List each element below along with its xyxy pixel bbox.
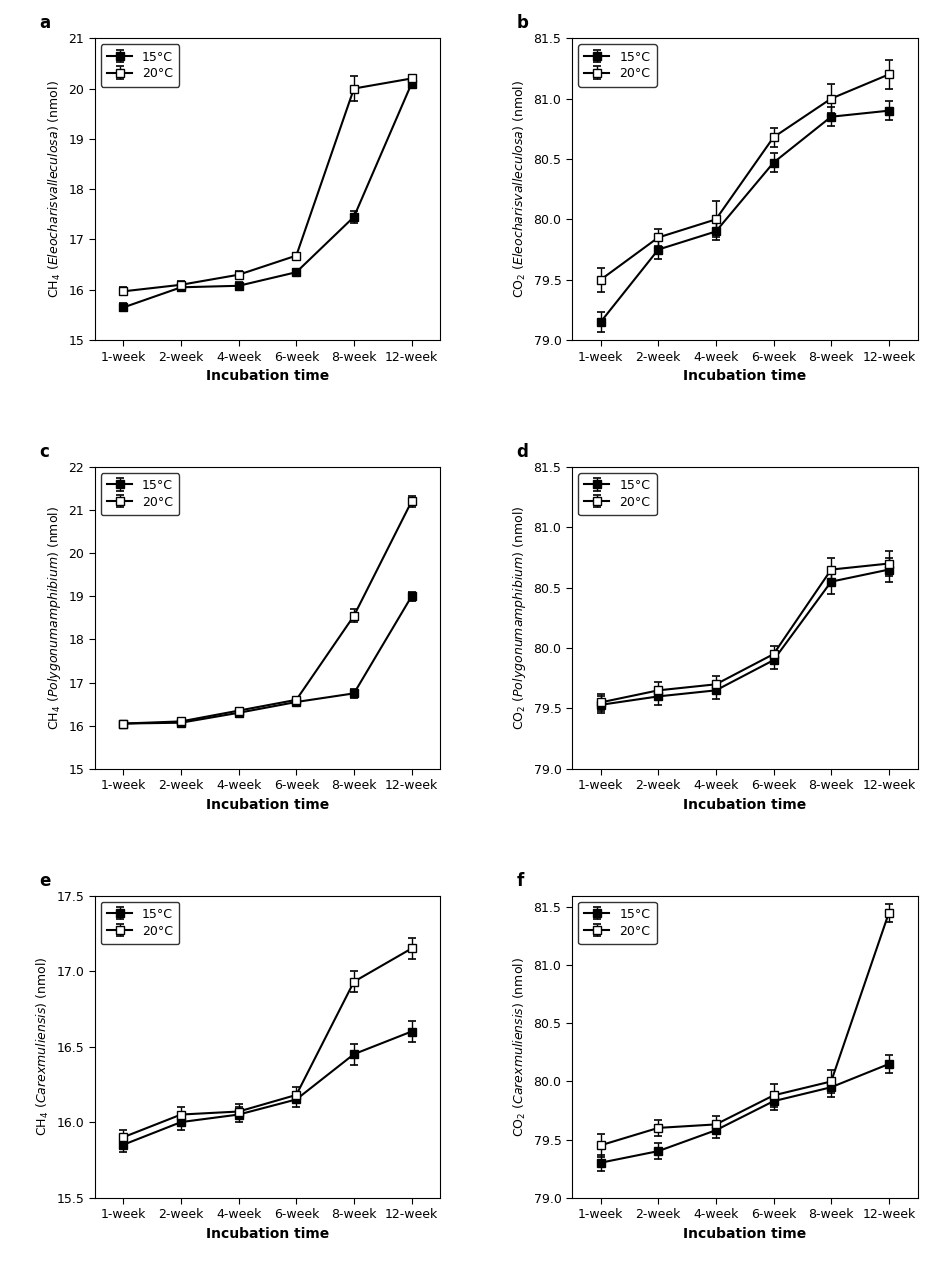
X-axis label: Incubation time: Incubation time [683,369,806,383]
Y-axis label: CO$_2$ ($\it{Polygonum amphibium}$) (nmol): CO$_2$ ($\it{Polygonum amphibium}$) (nmo… [511,506,528,730]
Y-axis label: CH$_4$ ($\it{Polygonum amphibium}$) (nmol): CH$_4$ ($\it{Polygonum amphibium}$) (nmo… [45,506,62,730]
X-axis label: Incubation time: Incubation time [206,1227,329,1241]
X-axis label: Incubation time: Incubation time [683,1227,806,1241]
Text: b: b [517,14,529,32]
X-axis label: Incubation time: Incubation time [683,798,806,812]
Y-axis label: CO$_2$ ($\it{Carex muliensis}$) (nmol): CO$_2$ ($\it{Carex muliensis}$) (nmol) [512,957,528,1136]
Text: c: c [40,443,49,461]
Text: a: a [40,14,50,32]
Y-axis label: CO$_2$ ($\it{Eleocharis valleculosa}$) (nmol): CO$_2$ ($\it{Eleocharis valleculosa}$) (… [512,80,528,298]
Legend: 15°C, 20°C: 15°C, 20°C [101,902,180,944]
Text: d: d [517,443,529,461]
Legend: 15°C, 20°C: 15°C, 20°C [578,902,657,944]
Legend: 15°C, 20°C: 15°C, 20°C [101,45,180,87]
Legend: 15°C, 20°C: 15°C, 20°C [578,45,657,87]
Legend: 15°C, 20°C: 15°C, 20°C [578,473,657,516]
Y-axis label: CH$_4$ ($\it{Carex muliensis}$) (nmol): CH$_4$ ($\it{Carex muliensis}$) (nmol) [35,957,51,1136]
Y-axis label: CH$_4$ ($\it{Eleocharis valleculosa}$) (nmol): CH$_4$ ($\it{Eleocharis valleculosa}$) (… [46,80,62,298]
Text: e: e [40,871,51,889]
Text: f: f [517,871,524,889]
X-axis label: Incubation time: Incubation time [206,798,329,812]
X-axis label: Incubation time: Incubation time [206,369,329,383]
Legend: 15°C, 20°C: 15°C, 20°C [101,473,180,516]
